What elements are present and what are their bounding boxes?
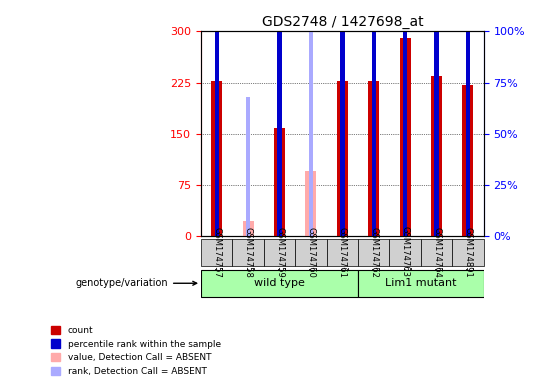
Bar <box>431 76 442 236</box>
Text: GSM174760: GSM174760 <box>306 227 315 277</box>
Text: GSM174763: GSM174763 <box>401 227 410 277</box>
Text: Lim1 mutant: Lim1 mutant <box>385 278 457 288</box>
FancyBboxPatch shape <box>421 239 452 266</box>
Bar <box>309 1 313 236</box>
Text: GSM174759: GSM174759 <box>275 227 284 277</box>
FancyBboxPatch shape <box>327 239 358 266</box>
Text: GSM174762: GSM174762 <box>369 227 378 277</box>
Text: GSM174758: GSM174758 <box>244 227 253 277</box>
Text: GSM174764: GSM174764 <box>432 227 441 277</box>
Bar <box>340 0 345 236</box>
FancyBboxPatch shape <box>389 239 421 266</box>
Bar <box>242 221 254 236</box>
FancyBboxPatch shape <box>295 239 327 266</box>
Bar <box>400 38 410 236</box>
Text: GSM174761: GSM174761 <box>338 227 347 277</box>
Bar <box>462 84 474 236</box>
FancyBboxPatch shape <box>232 239 264 266</box>
Text: wild type: wild type <box>254 278 305 288</box>
FancyBboxPatch shape <box>452 239 484 266</box>
Text: genotype/variation: genotype/variation <box>76 278 197 288</box>
Bar <box>278 0 282 236</box>
Bar <box>368 81 379 236</box>
FancyBboxPatch shape <box>358 239 389 266</box>
Bar <box>214 0 219 236</box>
Bar <box>403 0 407 236</box>
Bar <box>466 0 470 236</box>
Bar <box>211 81 222 236</box>
Bar <box>372 0 376 236</box>
Legend: count, percentile rank within the sample, value, Detection Call = ABSENT, rank, : count, percentile rank within the sample… <box>48 322 224 379</box>
FancyBboxPatch shape <box>201 239 232 266</box>
Title: GDS2748 / 1427698_at: GDS2748 / 1427698_at <box>261 15 423 29</box>
Bar <box>434 0 438 236</box>
FancyBboxPatch shape <box>358 270 484 297</box>
Text: GSM174891: GSM174891 <box>463 227 472 277</box>
Bar <box>337 81 348 236</box>
FancyBboxPatch shape <box>201 270 358 297</box>
Bar <box>306 171 316 236</box>
Bar <box>274 128 285 236</box>
Bar <box>246 97 251 236</box>
Text: GSM174757: GSM174757 <box>212 227 221 277</box>
FancyBboxPatch shape <box>264 239 295 266</box>
